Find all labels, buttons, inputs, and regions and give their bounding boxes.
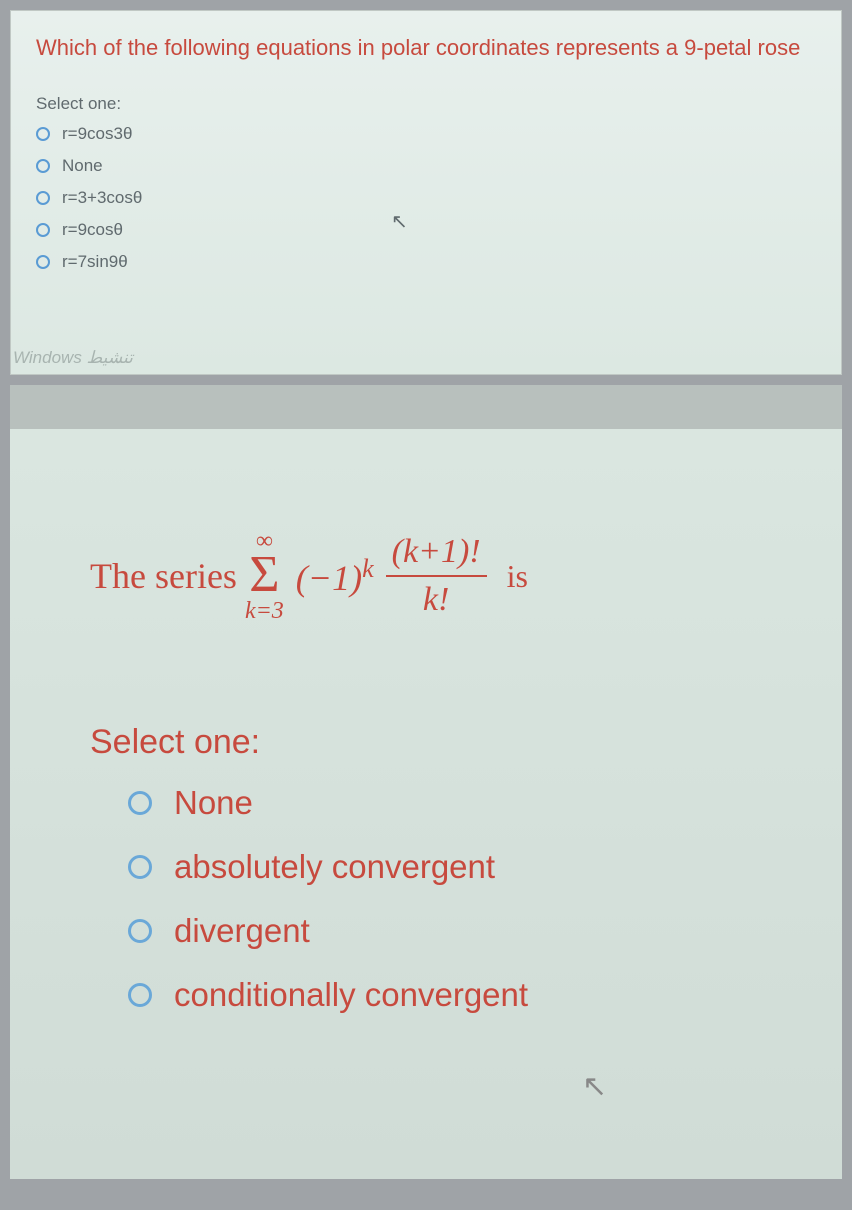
question-2-panel: The series ∞ Σ k=3 (−1)k (k+1)! k! is Se… [10,429,842,1179]
option-row[interactable]: None [128,784,802,822]
sigma-notation: ∞ Σ k=3 [245,529,284,623]
radio-icon[interactable] [128,983,152,1007]
radio-icon[interactable] [36,191,50,205]
radio-icon[interactable] [128,919,152,943]
radio-icon[interactable] [36,223,50,237]
option-row[interactable]: r=3+3cosθ [36,188,816,208]
option-label: r=3+3cosθ [62,188,142,208]
fraction-numerator: (k+1)! [386,533,487,577]
question-1-panel: Which of the following equations in pola… [10,10,842,375]
radio-icon[interactable] [36,255,50,269]
option-label: None [174,784,253,822]
radio-icon[interactable] [128,855,152,879]
option-row[interactable]: r=9cos3θ [36,124,816,144]
series-expression: The series ∞ Σ k=3 (−1)k (k+1)! k! is [90,529,802,623]
option-label: r=9cosθ [62,220,123,240]
option-row[interactable]: r=9cosθ [36,220,816,240]
question-1-text: Which of the following equations in pola… [36,31,816,64]
radio-icon[interactable] [36,159,50,173]
option-row[interactable]: divergent [128,912,802,950]
fraction-denominator: k! [423,577,449,619]
option-row[interactable]: conditionally convergent [128,976,802,1014]
select-one-label: Select one: [90,723,802,762]
option-label: r=7sin9θ [62,252,128,272]
option-label: absolutely convergent [174,848,495,886]
is-label: is [507,558,528,595]
cursor-icon: ↖ [582,1069,607,1104]
option-label: None [62,156,103,176]
radio-icon[interactable] [128,791,152,815]
radio-icon[interactable] [36,127,50,141]
sigma-symbol: Σ [249,549,279,601]
option-row[interactable]: r=7sin9θ [36,252,816,272]
option-row[interactable]: None [36,156,816,176]
sigma-lower: k=3 [245,599,284,623]
panel-gap [10,385,842,429]
option-label: r=9cos3θ [62,124,132,144]
cursor-icon: ↖ [391,209,408,234]
option-label: divergent [174,912,310,950]
option-label: conditionally convergent [174,976,528,1014]
option-row[interactable]: absolutely convergent [128,848,802,886]
windows-watermark: Windows تنشيط [13,348,133,368]
fraction: (k+1)! k! [386,533,487,619]
term-base: (−1)k [296,554,374,599]
series-label: The series [90,555,237,597]
select-one-label: Select one: [36,94,816,114]
